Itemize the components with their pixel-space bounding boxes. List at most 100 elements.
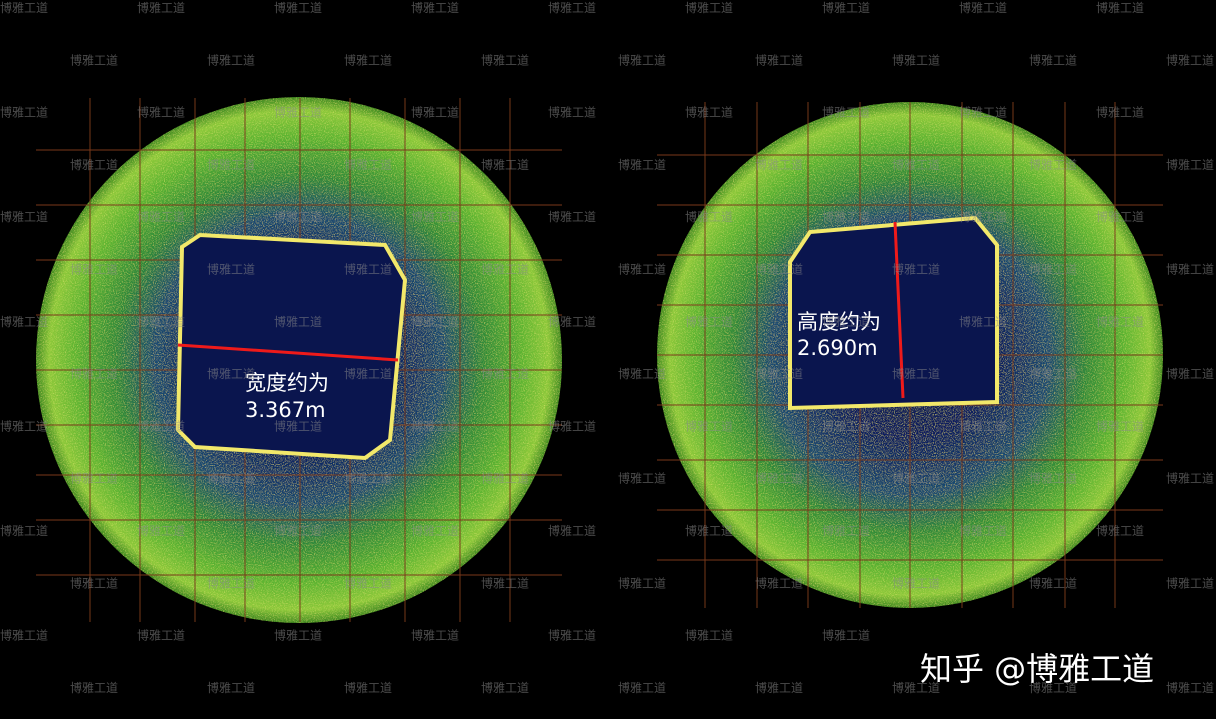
watermark: 博雅工道 bbox=[618, 575, 666, 590]
watermark: 博雅工道 bbox=[481, 575, 529, 590]
watermark: 博雅工道 bbox=[618, 52, 666, 67]
watermark: 博雅工道 bbox=[274, 628, 322, 643]
watermark: 博雅工道 bbox=[137, 0, 185, 15]
watermark: 博雅工道 bbox=[70, 680, 118, 695]
watermark: 博雅工道 bbox=[1029, 471, 1077, 486]
watermark: 博雅工道 bbox=[411, 209, 459, 224]
watermark: 博雅工道 bbox=[274, 0, 322, 15]
watermark: 博雅工道 bbox=[1166, 575, 1214, 590]
left-scan: 宽度约为 3.367m bbox=[36, 97, 562, 623]
watermark: 博雅工道 bbox=[481, 52, 529, 67]
watermark: 博雅工道 bbox=[411, 0, 459, 15]
watermark: 博雅工道 bbox=[959, 418, 1007, 433]
watermark: 博雅工道 bbox=[548, 105, 596, 120]
watermark: 博雅工道 bbox=[959, 0, 1007, 15]
watermark: 博雅工道 bbox=[1096, 418, 1144, 433]
watermark: 博雅工道 bbox=[207, 471, 255, 486]
watermark: 博雅工道 bbox=[822, 523, 870, 538]
watermark: 博雅工道 bbox=[207, 157, 255, 172]
watermark: 博雅工道 bbox=[822, 209, 870, 224]
watermark: 博雅工道 bbox=[685, 0, 733, 15]
watermark: 博雅工道 bbox=[822, 105, 870, 120]
watermark: 博雅工道 bbox=[755, 575, 803, 590]
watermark: 博雅工道 bbox=[70, 52, 118, 67]
watermark: 博雅工道 bbox=[0, 0, 48, 15]
watermark: 博雅工道 bbox=[755, 366, 803, 381]
watermark: 博雅工道 bbox=[207, 262, 255, 277]
measure-line bbox=[177, 343, 399, 362]
watermark: 博雅工道 bbox=[481, 471, 529, 486]
watermark: 博雅工道 bbox=[1166, 262, 1214, 277]
watermark: 博雅工道 bbox=[274, 418, 322, 433]
watermark: 博雅工道 bbox=[70, 471, 118, 486]
watermark: 博雅工道 bbox=[137, 209, 185, 224]
watermark: 博雅工道 bbox=[892, 680, 940, 695]
watermark: 博雅工道 bbox=[892, 52, 940, 67]
watermark: 博雅工道 bbox=[0, 418, 48, 433]
watermark: 博雅工道 bbox=[481, 366, 529, 381]
watermark: 博雅工道 bbox=[685, 314, 733, 329]
watermark: 博雅工道 bbox=[411, 314, 459, 329]
watermark: 博雅工道 bbox=[618, 366, 666, 381]
watermark: 博雅工道 bbox=[548, 628, 596, 643]
watermark: 博雅工道 bbox=[892, 366, 940, 381]
watermark: 博雅工道 bbox=[137, 418, 185, 433]
watermark: 博雅工道 bbox=[344, 471, 392, 486]
watermark: 博雅工道 bbox=[618, 471, 666, 486]
watermark: 博雅工道 bbox=[70, 575, 118, 590]
watermark: 博雅工道 bbox=[0, 628, 48, 643]
watermarks: 博雅工道 博雅工道 博雅工道 博雅工道 博雅工道 博雅工道 博雅工道 博雅工道 博雅工道博雅工道… bbox=[0, 0, 1214, 695]
watermark: 博雅工道 bbox=[755, 680, 803, 695]
watermark: 博雅工道 bbox=[0, 314, 48, 329]
watermark: 博雅工道 bbox=[1166, 471, 1214, 486]
watermark: 博雅工道 bbox=[207, 52, 255, 67]
watermark: 博雅工道 bbox=[959, 314, 1007, 329]
watermark: 博雅工道 bbox=[618, 680, 666, 695]
watermark: 博雅工道 bbox=[1029, 680, 1077, 695]
watermark: 博雅工道 bbox=[0, 523, 48, 538]
watermark: 博雅工道 bbox=[1166, 366, 1214, 381]
watermark: 博雅工道 bbox=[274, 314, 322, 329]
watermark: 博雅工道 bbox=[1166, 52, 1214, 67]
opening-outline bbox=[788, 215, 999, 411]
watermark: 博雅工道 bbox=[959, 105, 1007, 120]
watermark: 博雅工道 bbox=[685, 209, 733, 224]
watermark: 博雅工道 bbox=[344, 52, 392, 67]
measure-value: 2.690m bbox=[797, 336, 878, 360]
measure-label: 高度约为 bbox=[797, 310, 881, 334]
watermark: 博雅工道 bbox=[822, 0, 870, 15]
watermark: 博雅工道 bbox=[274, 523, 322, 538]
watermark: 博雅工道 bbox=[685, 105, 733, 120]
watermark: 博雅工道 bbox=[481, 262, 529, 277]
watermark: 博雅工道 bbox=[618, 157, 666, 172]
footer-credit: 知乎 @博雅工道 bbox=[920, 650, 1154, 688]
watermark: 博雅工道 bbox=[1166, 157, 1214, 172]
watermark: 博雅工道 bbox=[344, 262, 392, 277]
watermark: 博雅工道 bbox=[1096, 0, 1144, 15]
watermark: 博雅工道 bbox=[959, 209, 1007, 224]
watermark: 博雅工道 bbox=[344, 157, 392, 172]
watermark: 博雅工道 bbox=[274, 105, 322, 120]
watermark: 博雅工道 bbox=[1096, 523, 1144, 538]
right-scan: 高度约为 2.690m bbox=[657, 102, 1163, 608]
watermark: 博雅工道 bbox=[1029, 157, 1077, 172]
watermark: 博雅工道 bbox=[137, 628, 185, 643]
watermark: 博雅工道 bbox=[137, 314, 185, 329]
watermark: 博雅工道 bbox=[1096, 209, 1144, 224]
watermark: 博雅工道 bbox=[207, 575, 255, 590]
watermark: 博雅工道 bbox=[274, 209, 322, 224]
watermark: 博雅工道 bbox=[1096, 314, 1144, 329]
watermark: 博雅工道 bbox=[548, 314, 596, 329]
watermark: 博雅工道 bbox=[70, 262, 118, 277]
watermark: 博雅工道 bbox=[1029, 52, 1077, 67]
measure-label: 宽度约为 bbox=[245, 371, 329, 395]
watermark: 博雅工道 bbox=[137, 105, 185, 120]
watermark: 博雅工道 bbox=[755, 471, 803, 486]
measure-value: 3.367m bbox=[245, 398, 326, 422]
watermark: 博雅工道 bbox=[1096, 105, 1144, 120]
watermark: 博雅工道 bbox=[548, 523, 596, 538]
watermark: 博雅工道 bbox=[548, 418, 596, 433]
watermark: 博雅工道 bbox=[1166, 680, 1214, 695]
watermark: 博雅工道 bbox=[0, 209, 48, 224]
watermark: 博雅工道 bbox=[892, 471, 940, 486]
